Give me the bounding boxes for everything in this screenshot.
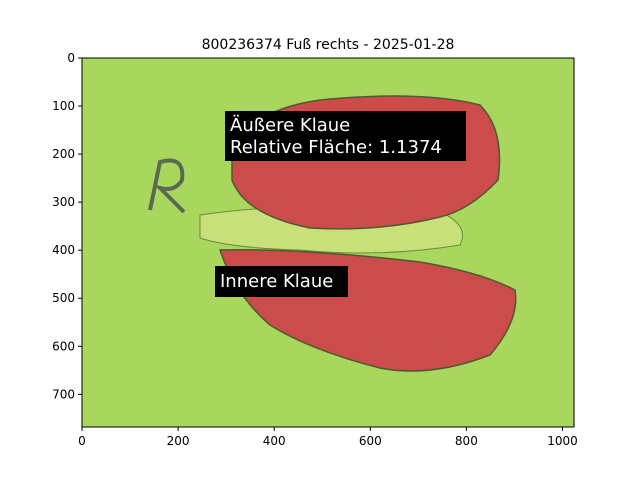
y-tick-label: 0 <box>67 51 75 65</box>
axes-frame <box>81 57 575 428</box>
annotation: Innere Klaue <box>220 271 333 292</box>
x-tick-label: 800 <box>455 434 478 448</box>
annotation-box <box>215 266 348 297</box>
y-tick-label: 200 <box>52 147 75 161</box>
annotation-box <box>225 111 466 161</box>
y-tick-label: 300 <box>52 195 75 209</box>
y-tick-label: 700 <box>52 387 75 401</box>
marker-letter <box>148 158 186 214</box>
y-tick-label: 600 <box>52 339 75 353</box>
x-tick-label: 1000 <box>547 434 578 448</box>
x-tick-label: 600 <box>359 434 382 448</box>
x-tick-label: 200 <box>167 434 190 448</box>
x-tick-label: 400 <box>263 434 286 448</box>
chart-title: 800236374 Fuß rechts - 2025-01-28 <box>202 37 455 53</box>
annotation: Relative Fläche: 1.1374 <box>230 137 442 158</box>
x-tick-label: 0 <box>78 434 86 448</box>
y-tick-label: 400 <box>52 243 75 257</box>
y-tick-label: 100 <box>52 99 75 113</box>
annotation: Äußere Klaue <box>230 115 350 136</box>
y-tick-label: 500 <box>52 291 75 305</box>
